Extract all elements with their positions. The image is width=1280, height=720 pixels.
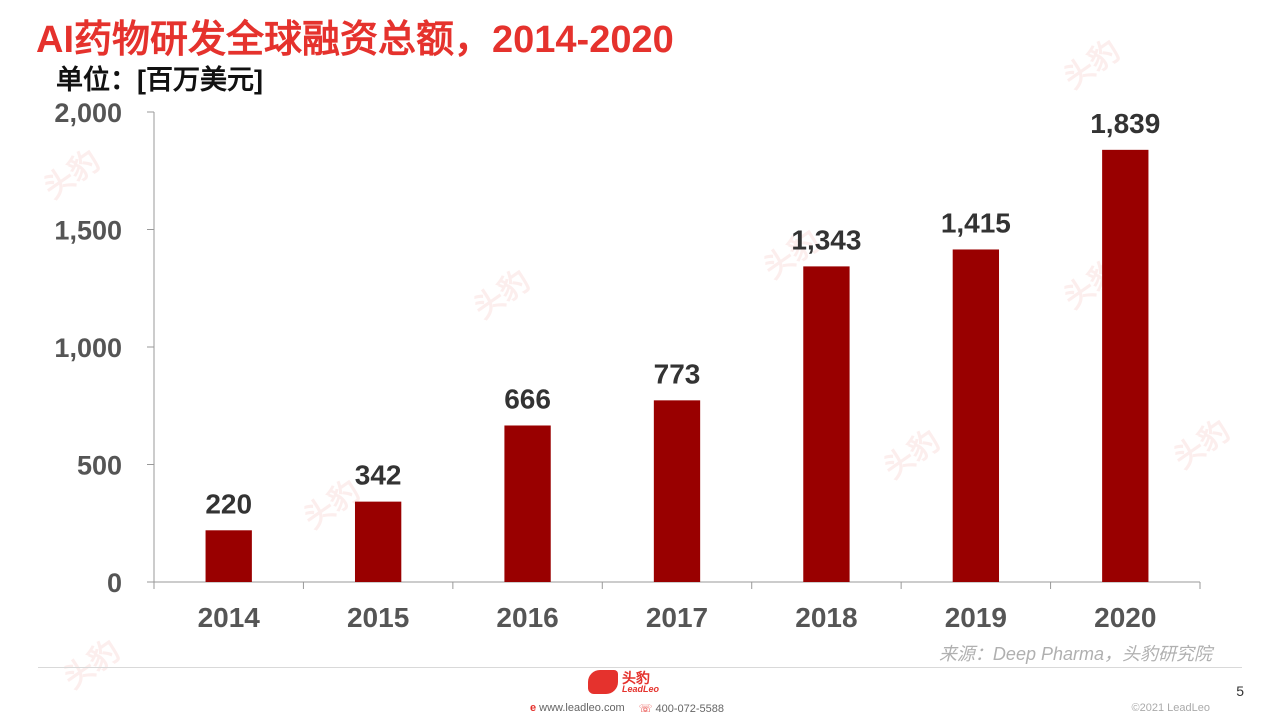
bar-2018 xyxy=(803,266,850,582)
y-tick-label: 500 xyxy=(77,451,122,481)
data-labels: 220 342 666 773 1,343 1,415 1,839 xyxy=(205,108,1160,519)
bar-2014 xyxy=(205,530,252,582)
x-tick-label: 2015 xyxy=(347,602,409,633)
leopard-icon xyxy=(588,670,618,694)
phone-number: 400-072-5588 xyxy=(655,703,724,715)
data-label-2019: 1,415 xyxy=(941,207,1011,238)
chart-title: AI药物研发全球融资总额，2014-2020 xyxy=(36,19,674,61)
bar-2016 xyxy=(504,425,551,582)
y-tick-label: 2,000 xyxy=(54,98,122,128)
website-link[interactable]: www.leadleo.com xyxy=(539,702,625,714)
y-axis-ticks: 0 500 1,000 1,500 2,000 xyxy=(54,98,154,598)
x-tick-label: 2019 xyxy=(945,602,1007,633)
web-icon: e xyxy=(530,702,537,714)
data-label-2017: 773 xyxy=(654,358,701,389)
bars xyxy=(205,149,1149,582)
y-tick-label: 1,000 xyxy=(54,333,122,363)
data-label-2015: 342 xyxy=(355,460,402,491)
x-axis-ticks: 2014 2015 2016 2017 2018 2019 2020 xyxy=(153,582,1201,633)
copyright: ©2021 LeadLeo xyxy=(1131,702,1210,714)
data-label-2014: 220 xyxy=(205,488,252,519)
data-label-2016: 666 xyxy=(504,383,551,414)
y-tick-label: 1,500 xyxy=(54,216,122,246)
bar-2020 xyxy=(1102,149,1149,582)
source-note: 来源：Deep Pharma，头豹研究院 xyxy=(938,644,1212,664)
data-label-2020: 1,839 xyxy=(1090,108,1160,139)
x-tick-label: 2014 xyxy=(198,602,261,633)
x-tick-label: 2020 xyxy=(1094,602,1156,633)
bar-2017 xyxy=(653,400,701,582)
x-tick-label: 2016 xyxy=(496,602,558,633)
footer-divider xyxy=(38,667,1242,668)
bar-2015 xyxy=(354,501,402,582)
data-label-2018: 1,343 xyxy=(791,224,861,255)
x-tick-label: 2018 xyxy=(795,602,857,633)
phone-icon: ☏ xyxy=(638,703,653,715)
x-tick-label: 2017 xyxy=(646,602,708,633)
bar-2019 xyxy=(952,249,1000,582)
page-number: 5 xyxy=(1236,683,1244,699)
logo-cn-text: 头豹 xyxy=(622,669,650,686)
logo-en-text: LeadLeo xyxy=(622,683,660,694)
footer-contact: e www.leadleo.com ☏ 400-072-5588 xyxy=(530,702,724,715)
leadleo-logo: 头豹 LeadLeo xyxy=(588,670,659,694)
y-tick-label: 0 xyxy=(107,568,122,598)
unit-label: 单位：[百万美元] xyxy=(56,65,263,95)
